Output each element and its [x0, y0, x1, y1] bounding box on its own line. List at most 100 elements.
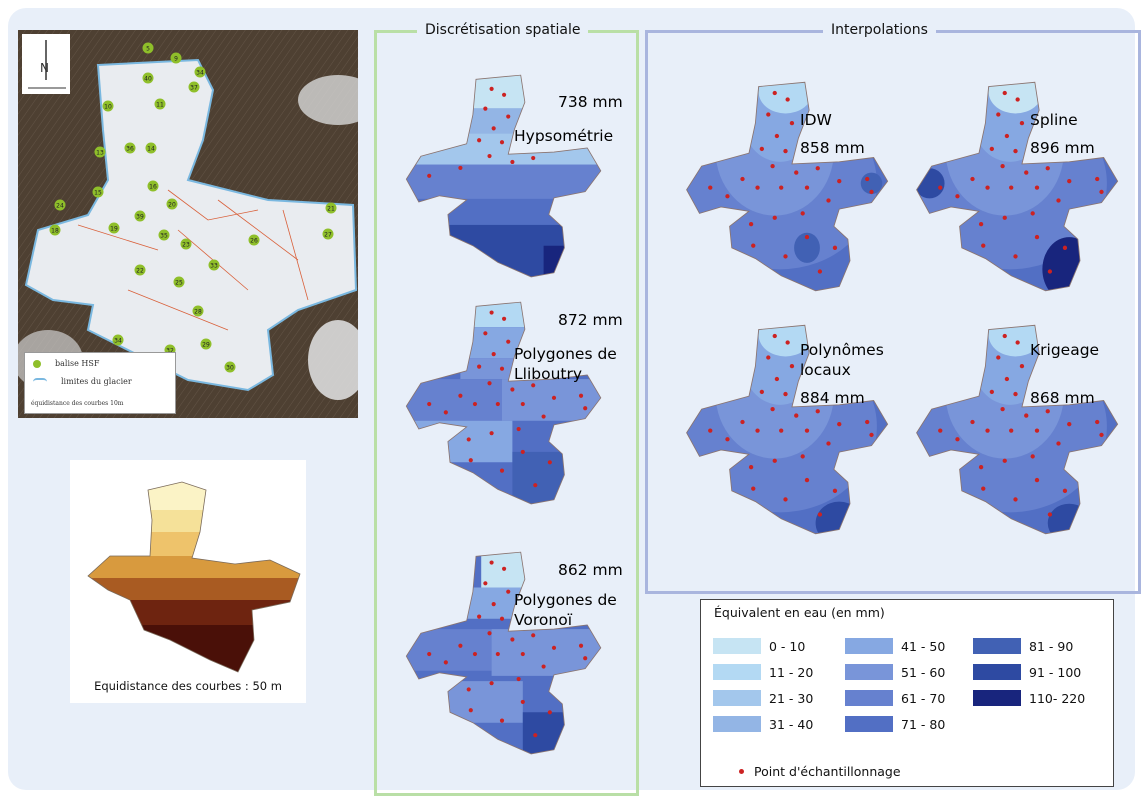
sampling-point: [491, 126, 496, 131]
stake-number: 22: [136, 268, 144, 275]
sampling-point: [477, 614, 482, 619]
sampling-point: [789, 363, 795, 369]
spatial-discretisation-panel: Discrétisation spatiale: [374, 22, 639, 796]
sampling-point: [1034, 185, 1040, 190]
sampling-point: [755, 428, 760, 433]
sampling-point: [1009, 428, 1014, 433]
stake-marker: [194, 66, 206, 78]
legend-class-label: 71 - 80: [901, 716, 946, 732]
sampling-point: [506, 589, 511, 594]
sampling-point: [1047, 269, 1053, 274]
stake-number: 35: [160, 233, 168, 240]
sampling-point: [499, 468, 505, 473]
sampling-point-symbol: [739, 769, 744, 774]
sampling-point-key: Point d'échantillonnage: [739, 764, 901, 779]
legend-swatch: [845, 716, 893, 732]
sampling-point: [477, 138, 482, 143]
sampling-point: [458, 643, 463, 648]
sampling-point: [495, 401, 500, 407]
sampling-point: [502, 566, 507, 571]
sampling-point: [826, 441, 831, 446]
legend-class-label: 31 - 40: [769, 716, 814, 732]
stake-marker: [124, 142, 136, 154]
sampling-point: [1013, 497, 1018, 502]
legend-swatch: [973, 690, 1021, 706]
sampling-point: [751, 243, 756, 248]
sampling-point: [955, 437, 960, 442]
idw-map: [686, 81, 889, 292]
stake-number: 37: [190, 85, 198, 92]
stake-marker: [108, 222, 120, 234]
sampling-point: [989, 146, 994, 152]
sampling-point: [826, 198, 831, 203]
sampling-point: [772, 458, 777, 463]
sampling-point: [1002, 90, 1007, 96]
legend-class: 11 - 20: [713, 664, 813, 680]
sampling-point: [785, 340, 790, 345]
stake-number: 34: [196, 70, 204, 77]
polynomes-map: [686, 324, 889, 535]
legend-swatch: [845, 690, 893, 706]
legend-swatch: [713, 664, 761, 680]
stake-number: 16: [149, 184, 157, 191]
legend-swatch: [845, 664, 893, 680]
sampling-point: [740, 176, 745, 182]
sampling-point: [506, 114, 511, 119]
sampling-point: [1015, 97, 1020, 102]
sampling-point: [1013, 254, 1018, 259]
sampling-point: [1056, 198, 1061, 203]
sampling-point: [427, 173, 432, 178]
stake-number: 18: [51, 228, 59, 235]
sampling-point: [783, 497, 788, 502]
sampling-point: [978, 465, 984, 470]
sampling-point: [1002, 215, 1007, 220]
limit-label: limites du glacier: [61, 377, 132, 386]
sampling-point: [955, 194, 960, 199]
sampling-point: [832, 488, 838, 493]
stake-label: balise HSF: [55, 359, 100, 368]
sampling-point: [1009, 185, 1014, 190]
sampling-point: [1034, 477, 1040, 483]
sampling-point: [495, 651, 500, 657]
elevation-band: [88, 600, 300, 625]
polynomes-value: 884 mm: [800, 389, 865, 407]
sampling-point: [533, 483, 538, 488]
sampling-point: [1019, 363, 1025, 369]
sampling-point: [755, 185, 760, 190]
legend-swatch: [713, 690, 761, 706]
stake-marker: [142, 72, 154, 84]
elevation-band: [88, 625, 300, 672]
sampling-point: [516, 676, 521, 682]
sampling-point: [865, 419, 870, 425]
sampling-point: [708, 185, 713, 190]
stake-marker: [173, 276, 185, 288]
lliboutry-map: [405, 301, 602, 505]
voronoi-name-1: Polygones de: [514, 591, 617, 609]
sampling-point: [472, 401, 478, 407]
sampling-point: [1067, 179, 1072, 184]
stake-marker: [170, 52, 182, 64]
sampling-point: [1034, 428, 1040, 433]
sampling-point: [1045, 166, 1050, 171]
sampling-point: [938, 428, 943, 433]
voronoi-map: [405, 551, 602, 755]
sampling-point: [772, 333, 777, 339]
sampling-point: [483, 581, 488, 586]
stake-number: 27: [324, 232, 332, 239]
stake-symbol: [33, 359, 41, 368]
legend-class-label: 11 - 20: [769, 664, 814, 680]
legend-swatch: [713, 638, 761, 654]
stake-marker: [94, 146, 106, 158]
stake-marker: [54, 199, 66, 211]
voronoi-value: 862 mm: [558, 561, 623, 579]
sampling-point: [458, 165, 463, 170]
sampling-point: [1004, 376, 1010, 382]
legend-class: 51 - 60: [845, 664, 945, 680]
sampling-point: [499, 140, 505, 145]
sampling-point: [981, 486, 986, 491]
stake-number: 28: [194, 309, 202, 316]
sampling-point: [510, 387, 515, 392]
stake-number: 24: [56, 203, 64, 210]
sampling-point: [837, 422, 842, 427]
sampling-point: [468, 458, 473, 463]
